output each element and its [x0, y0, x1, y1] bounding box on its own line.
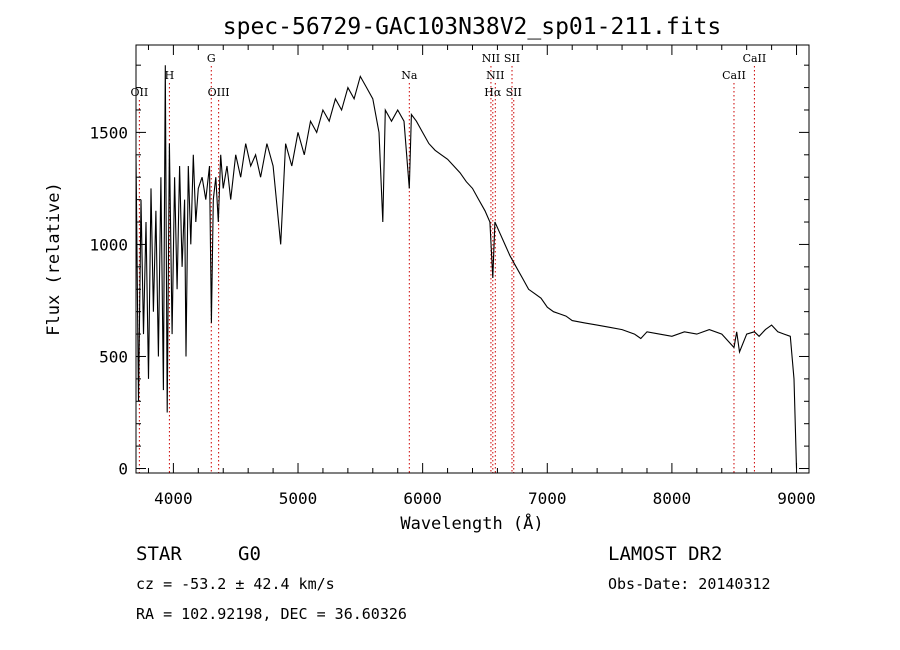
x-tick-label: 7000 — [528, 489, 567, 508]
marker-label: NII — [482, 52, 500, 65]
x-tick-label: 6000 — [403, 489, 442, 508]
x-axis: 4000 5000 6000 7000 8000 9000 — [147, 45, 816, 508]
x-axis-label: Wavelength (Å) — [400, 512, 543, 534]
marker-label: OII — [131, 86, 149, 99]
spectrum-series — [135, 65, 798, 469]
x-tick-label: 4000 — [154, 489, 193, 508]
marker-label: SII — [506, 86, 522, 99]
x-tick-label: 9000 — [777, 489, 816, 508]
object-class: STAR — [136, 543, 182, 565]
y-axis-label: Flux (relative) — [44, 182, 64, 336]
y-axis: 0 500 1000 1500 — [89, 64, 809, 479]
marker-label: Na — [401, 69, 418, 82]
spectrum-line — [135, 65, 798, 469]
x-tick-label: 8000 — [653, 489, 692, 508]
marker-label: CaII — [722, 69, 746, 82]
redshift-info: cz = -53.2 ± 42.4 km/s — [136, 575, 335, 593]
marker-label: G — [207, 52, 216, 65]
y-tick-label: 0 — [118, 460, 128, 479]
y-tick-label: 500 — [99, 347, 128, 366]
marker-label: SII — [504, 52, 520, 65]
marker-label: CaII — [743, 52, 767, 65]
y-tick-label: 1000 — [89, 235, 128, 254]
marker-label: Hα — [484, 86, 502, 99]
coordinates: RA = 102.92198, DEC = 36.60326 — [136, 605, 407, 623]
chart-title: spec-56729-GAC103N38V2_sp01-211.fits — [223, 14, 722, 40]
x-tick-label: 5000 — [279, 489, 318, 508]
marker-label: NII — [486, 69, 504, 82]
obs-date: Obs-Date: 20140312 — [608, 575, 771, 593]
y-tick-label: 1500 — [89, 123, 128, 142]
marker-label: OIII — [208, 86, 230, 99]
survey-name: LAMOST DR2 — [608, 543, 722, 565]
plot-frame — [135, 44, 810, 474]
object-subclass: G0 — [238, 543, 261, 565]
marker-label: H — [165, 69, 175, 82]
